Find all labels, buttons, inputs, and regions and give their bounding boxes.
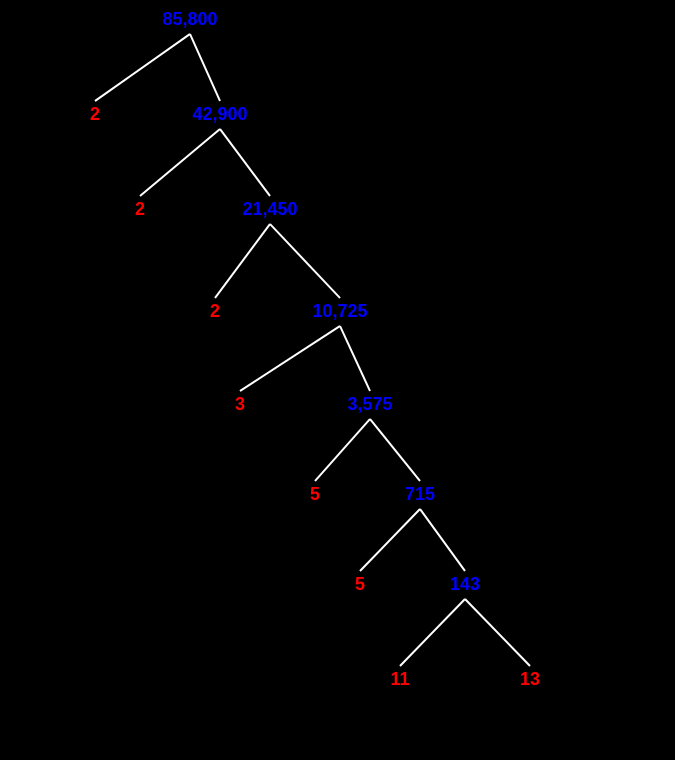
composite-node: 85,800: [162, 9, 217, 29]
prime-factor-node: 11: [390, 669, 409, 689]
prime-factor-node: 5: [310, 484, 320, 504]
tree-edge: [360, 509, 420, 571]
prime-factor-node: 3: [235, 394, 245, 414]
tree-edge: [465, 599, 530, 666]
composite-node: 42,900: [192, 104, 247, 124]
prime-factor-node: 13: [520, 669, 540, 689]
factor-tree: 85,800 2 42,900 2 21,450 2 10,725 3 3,575 5 715 5 14…: [0, 0, 675, 760]
tree-edge: [400, 599, 465, 666]
prime-factor-node: 2: [135, 199, 145, 219]
tree-edge: [215, 224, 270, 298]
tree-edge: [315, 419, 370, 481]
tree-edge: [340, 326, 370, 391]
tree-edge: [95, 34, 190, 101]
tree-edge: [240, 326, 340, 391]
composite-node: 10,725: [312, 301, 367, 321]
composite-node: 21,450: [242, 199, 297, 219]
prime-factor-node: 5: [355, 574, 365, 594]
tree-edge: [420, 509, 465, 571]
tree-edge: [140, 129, 220, 196]
tree-edge: [270, 224, 340, 298]
composite-node: 715: [405, 484, 435, 504]
prime-factor-node: 2: [90, 104, 100, 124]
composite-node: 143: [450, 574, 480, 594]
tree-edge: [220, 129, 270, 196]
composite-node: 3,575: [347, 394, 392, 414]
tree-edge: [370, 419, 420, 481]
tree-edge: [190, 34, 220, 101]
prime-factor-node: 2: [210, 301, 220, 321]
